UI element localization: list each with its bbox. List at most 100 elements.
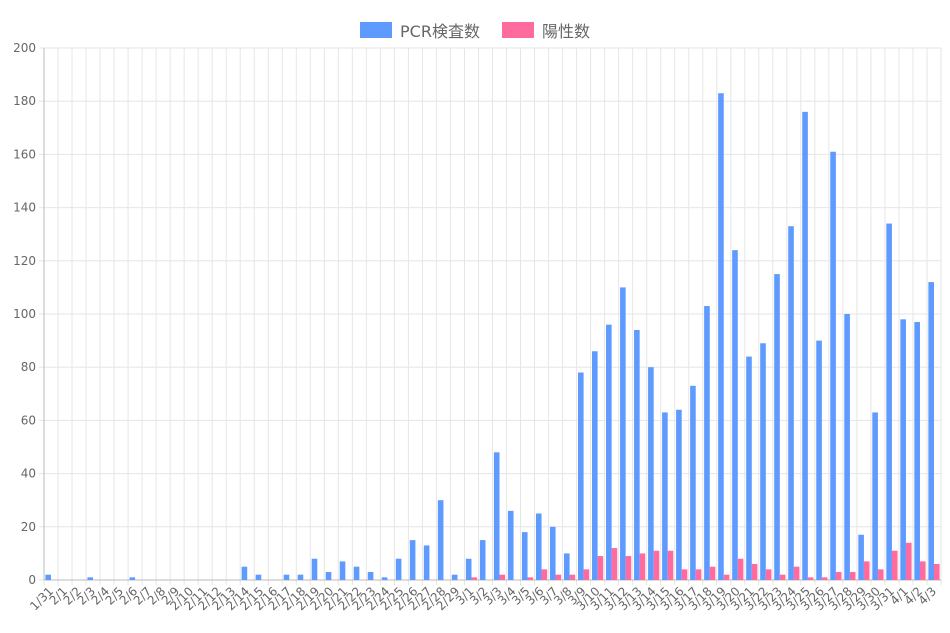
y-tick-label: 40 bbox=[21, 467, 36, 481]
bar-pcr[interactable] bbox=[563, 553, 570, 580]
y-tick-label: 80 bbox=[21, 360, 36, 374]
bar-pcr[interactable] bbox=[704, 306, 710, 580]
bar-positive[interactable] bbox=[751, 564, 758, 580]
bar-pcr[interactable] bbox=[760, 343, 766, 580]
bar-pcr[interactable] bbox=[577, 372, 584, 580]
bar-pcr[interactable] bbox=[886, 223, 892, 580]
bar-pcr[interactable] bbox=[844, 314, 850, 580]
bar-pcr[interactable] bbox=[451, 574, 458, 580]
bar-positive[interactable] bbox=[583, 569, 590, 580]
bar-positive[interactable] bbox=[695, 569, 702, 580]
bar-pcr[interactable] bbox=[746, 356, 752, 580]
bar-pcr[interactable] bbox=[802, 111, 808, 580]
y-tick-label: 140 bbox=[13, 201, 36, 215]
bar-positive[interactable] bbox=[793, 566, 800, 580]
bar-pcr[interactable] bbox=[45, 574, 52, 580]
bar-pcr[interactable] bbox=[521, 532, 528, 580]
y-tick-label: 20 bbox=[21, 520, 36, 534]
bar-pcr[interactable] bbox=[409, 540, 416, 580]
bar-pcr[interactable] bbox=[830, 151, 836, 581]
bar-positive[interactable] bbox=[723, 574, 730, 580]
y-tick-label: 60 bbox=[21, 413, 36, 427]
bar-positive[interactable] bbox=[625, 556, 632, 580]
bar-positive[interactable] bbox=[597, 556, 604, 580]
bar-pcr[interactable] bbox=[493, 452, 500, 580]
bar-pcr[interactable] bbox=[437, 500, 444, 580]
bar-pcr[interactable] bbox=[788, 226, 794, 580]
bar-pcr[interactable] bbox=[423, 545, 430, 580]
bar-pcr[interactable] bbox=[339, 561, 346, 580]
bar-pcr[interactable] bbox=[325, 572, 332, 580]
legend-label-pcr: PCR検査数 bbox=[400, 22, 480, 41]
bar-positive[interactable] bbox=[905, 542, 912, 580]
bar-pcr[interactable] bbox=[914, 321, 920, 580]
legend-swatch-positive bbox=[501, 22, 534, 38]
bar-positive[interactable] bbox=[681, 569, 688, 580]
bar-positive[interactable] bbox=[765, 569, 772, 580]
bar-pcr[interactable] bbox=[816, 340, 822, 580]
bar-positive[interactable] bbox=[569, 574, 576, 580]
bar-pcr[interactable] bbox=[634, 329, 640, 580]
bar-positive[interactable] bbox=[877, 569, 884, 580]
bar-pcr[interactable] bbox=[129, 577, 136, 580]
bar-pcr[interactable] bbox=[900, 319, 906, 580]
bar-positive[interactable] bbox=[611, 548, 618, 580]
bar-positive[interactable] bbox=[779, 574, 786, 580]
bar-pcr[interactable] bbox=[87, 577, 94, 580]
bar-pcr[interactable] bbox=[395, 558, 402, 580]
legend: PCR検査数 陽性数 bbox=[0, 18, 950, 42]
bar-positive[interactable] bbox=[667, 550, 674, 580]
bar-positive[interactable] bbox=[807, 577, 814, 580]
bar-pcr[interactable] bbox=[479, 540, 486, 580]
bar-pcr[interactable] bbox=[283, 574, 290, 580]
bar-pcr[interactable] bbox=[676, 409, 682, 580]
bar-positive[interactable] bbox=[849, 572, 856, 580]
bar-pcr[interactable] bbox=[241, 566, 248, 580]
legend-swatch-pcr bbox=[360, 22, 393, 38]
bar-positive[interactable] bbox=[527, 577, 534, 580]
bar-pcr[interactable] bbox=[297, 574, 304, 580]
bar-pcr[interactable] bbox=[465, 558, 472, 580]
bar-pcr[interactable] bbox=[367, 572, 374, 580]
bar-pcr[interactable] bbox=[592, 351, 598, 580]
legend-item-pcr[interactable]: PCR検査数 bbox=[360, 18, 480, 42]
bar-positive[interactable] bbox=[639, 553, 646, 580]
y-tick-label: 120 bbox=[13, 254, 36, 268]
bar-pcr[interactable] bbox=[662, 412, 668, 580]
bar-positive[interactable] bbox=[709, 566, 716, 580]
bar-pcr[interactable] bbox=[732, 250, 738, 580]
y-tick-label: 180 bbox=[13, 94, 36, 108]
bar-positive[interactable] bbox=[471, 577, 478, 580]
bar-pcr[interactable] bbox=[858, 534, 864, 580]
bar-positive[interactable] bbox=[653, 550, 660, 580]
bar-pcr[interactable] bbox=[535, 513, 542, 581]
bar-positive[interactable] bbox=[821, 577, 828, 580]
bar-positive[interactable] bbox=[933, 564, 940, 580]
bar-pcr[interactable] bbox=[353, 566, 360, 580]
bar-positive[interactable] bbox=[835, 572, 842, 580]
bar-positive[interactable] bbox=[555, 574, 562, 580]
bar-pcr[interactable] bbox=[381, 577, 388, 580]
bar-pcr[interactable] bbox=[690, 385, 696, 580]
bar-positive[interactable] bbox=[499, 574, 506, 580]
y-tick-label: 0 bbox=[28, 573, 36, 587]
bar-pcr[interactable] bbox=[507, 510, 514, 580]
bar-positive[interactable] bbox=[919, 561, 926, 580]
bar-pcr[interactable] bbox=[872, 412, 878, 580]
legend-item-positive[interactable]: 陽性数 bbox=[501, 18, 590, 42]
bar-pcr[interactable] bbox=[620, 287, 626, 580]
bar-positive[interactable] bbox=[863, 561, 870, 580]
bar-positive[interactable] bbox=[737, 558, 744, 580]
bar-pcr[interactable] bbox=[648, 367, 654, 580]
bar-pcr[interactable] bbox=[718, 93, 724, 580]
bar-positive[interactable] bbox=[891, 550, 898, 580]
bar-pcr[interactable] bbox=[255, 574, 262, 580]
bar-positive[interactable] bbox=[541, 569, 548, 580]
bar-pcr[interactable] bbox=[606, 324, 612, 580]
bar-pcr[interactable] bbox=[774, 274, 780, 580]
bar-pcr[interactable] bbox=[928, 282, 934, 580]
bar-pcr[interactable] bbox=[311, 558, 318, 580]
bar-pcr[interactable] bbox=[549, 526, 556, 580]
